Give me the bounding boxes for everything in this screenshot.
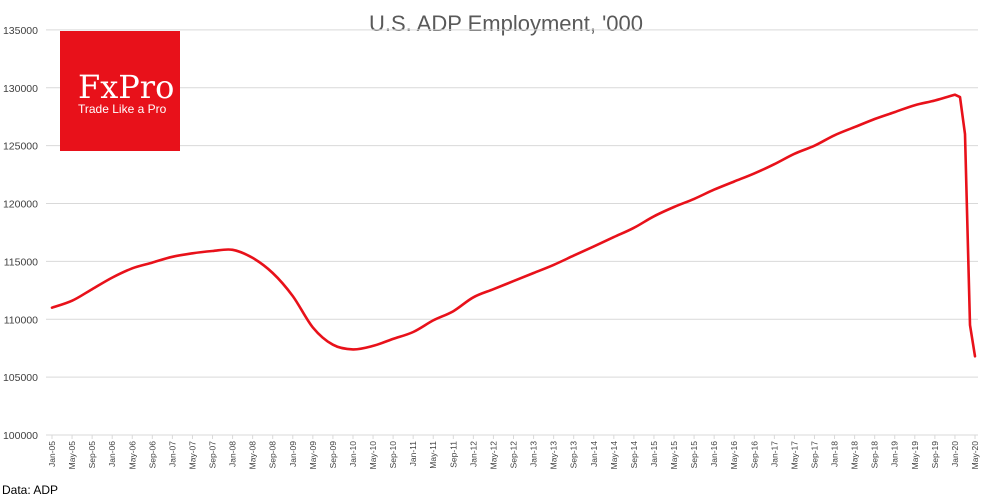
x-tick-label: May-09 (308, 441, 318, 470)
x-tick-label: Jan-19 (890, 441, 900, 467)
x-tick-label: Sep-07 (208, 441, 218, 469)
x-tick-label: Jan-14 (589, 441, 599, 467)
x-tick-label: Jan-06 (107, 441, 117, 467)
x-tick-label: Sep-11 (448, 441, 458, 468)
x-tick-label: May-15 (669, 441, 679, 470)
x-tick-label: Sep-18 (870, 441, 880, 469)
x-tick-label: Jan-18 (830, 441, 840, 467)
x-tick-label: Jan-20 (950, 441, 960, 467)
x-tick-label: Sep-06 (147, 441, 157, 469)
y-tick-label: 120000 (3, 199, 38, 211)
y-tick-label: 135000 (3, 25, 38, 37)
x-tick-label: Jan-07 (167, 441, 177, 467)
x-tick-label: Sep-19 (930, 441, 940, 469)
x-axis-ticks: Jan-05 May-05 Sep-05 Jan-06 May-06 Sep-06 Jan-… (47, 435, 980, 469)
x-tick-label: Sep-13 (569, 441, 579, 469)
y-axis-ticks: 100000 105000 110000 115000 120000 125000 1300… (3, 25, 38, 442)
chart-title: U.S. ADP Employment, '000 (369, 11, 643, 36)
x-tick-label: May-11 (428, 441, 438, 469)
x-tick-label: Jan-05 (47, 441, 57, 467)
x-tick-label: May-07 (187, 441, 197, 470)
y-tick-label: 110000 (4, 314, 38, 326)
x-tick-label: Sep-14 (629, 441, 639, 469)
x-tick-label: May-17 (789, 441, 799, 470)
y-tick-label: 100000 (3, 430, 38, 442)
x-tick-label: Sep-15 (689, 441, 699, 469)
x-tick-label: May-20 (970, 441, 980, 470)
x-tick-label: Jan-11 (408, 441, 418, 467)
x-tick-label: Jan-09 (288, 441, 298, 467)
x-tick-label: May-13 (549, 441, 559, 470)
y-tick-label: 115000 (4, 256, 38, 268)
x-tick-label: Jan-15 (649, 441, 659, 467)
x-tick-label: Jan-08 (228, 441, 238, 467)
y-tick-label: 105000 (3, 372, 38, 384)
logo-tagline: Trade Like a Pro (78, 102, 167, 116)
logo-background (60, 31, 180, 151)
x-tick-label: May-14 (609, 441, 619, 470)
x-tick-label: May-19 (910, 441, 920, 470)
series-line (50, 93, 977, 358)
x-tick-label: May-06 (127, 441, 137, 470)
x-tick-label: Sep-09 (328, 441, 338, 469)
y-tick-label: 130000 (3, 83, 38, 95)
fxpro-logo: FxPro Trade Like a Pro (60, 31, 180, 151)
x-tick-label: May-10 (368, 441, 378, 470)
logo-brand: FxPro (78, 68, 174, 106)
x-tick-label: Sep-16 (749, 441, 759, 469)
y-tick-label: 125000 (3, 141, 38, 153)
x-tick-label: Sep-17 (809, 441, 819, 469)
x-tick-label: May-16 (729, 441, 739, 470)
x-tick-label: Sep-12 (509, 441, 519, 469)
data-source: Data: ADP (2, 483, 59, 497)
x-tick-label: May-12 (488, 441, 498, 470)
x-tick-label: Jan-10 (348, 441, 358, 467)
x-tick-label: Sep-05 (87, 441, 97, 469)
gridlines (46, 29, 978, 378)
x-tick-label: May-18 (850, 441, 860, 470)
x-tick-label: Sep-10 (388, 441, 398, 469)
x-tick-label: Sep-08 (268, 441, 278, 469)
x-tick-label: Jan-12 (468, 441, 478, 467)
x-tick-label: Jan-17 (769, 441, 779, 467)
x-tick-label: May-08 (248, 441, 258, 470)
x-tick-label: Jan-13 (529, 441, 539, 467)
x-tick-label: May-05 (67, 441, 77, 470)
x-tick-label: Jan-16 (709, 441, 719, 467)
